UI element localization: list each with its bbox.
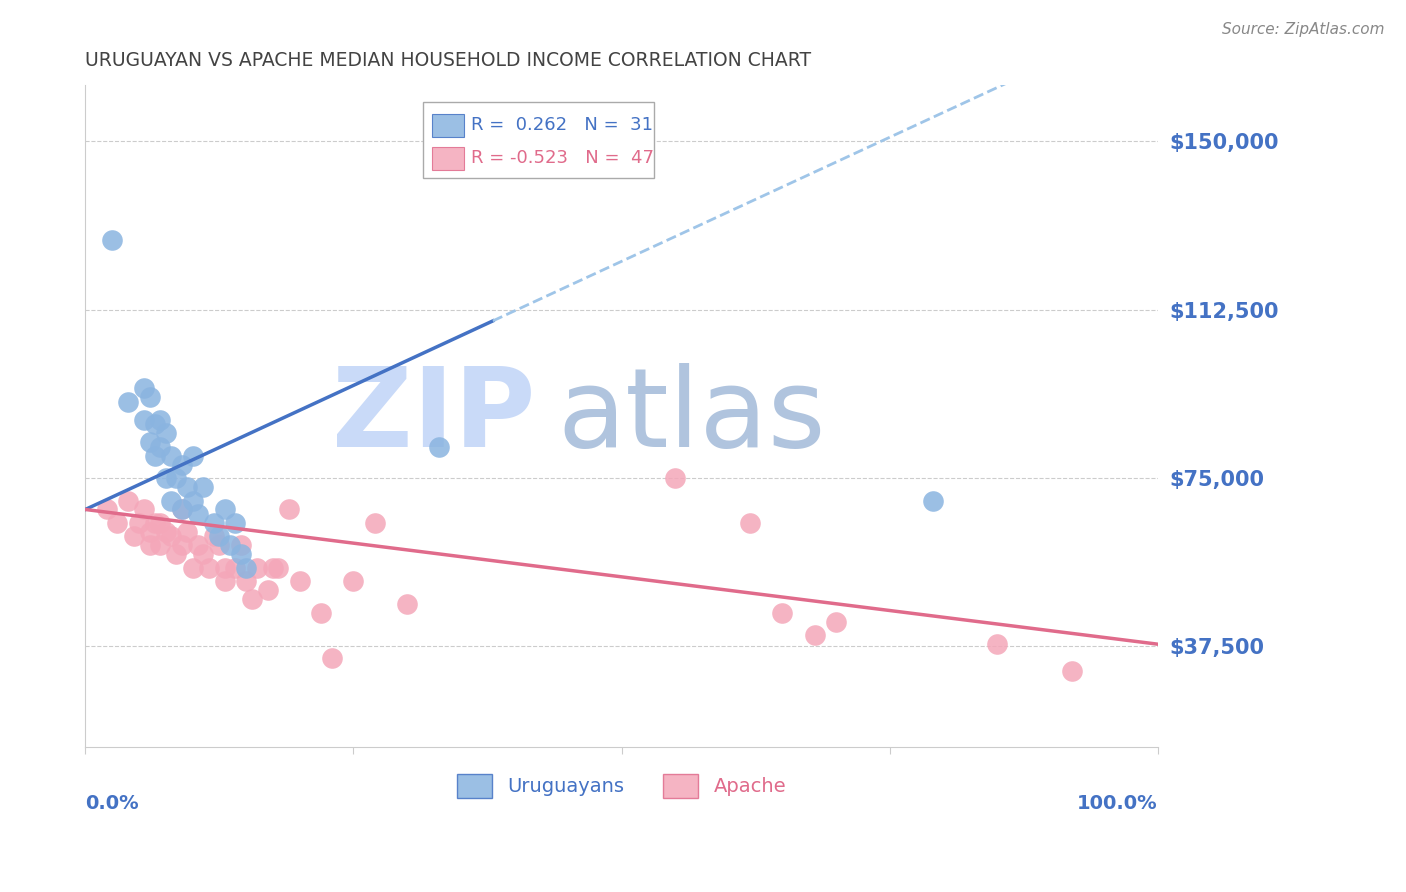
Point — [138, 390, 160, 404]
Point — [170, 502, 193, 516]
Point — [117, 493, 139, 508]
Point — [155, 524, 177, 539]
Text: R = -0.523   N =  47: R = -0.523 N = 47 — [471, 149, 654, 167]
Point — [267, 561, 290, 575]
Point — [166, 548, 188, 562]
Text: 0.0%: 0.0% — [86, 794, 139, 813]
Point — [138, 524, 160, 539]
Point — [170, 458, 193, 472]
Point — [143, 449, 166, 463]
Point — [160, 493, 183, 508]
Point — [229, 538, 252, 552]
Point — [202, 529, 225, 543]
Point — [235, 561, 257, 575]
Point — [149, 516, 172, 530]
Point — [155, 471, 177, 485]
Point — [96, 502, 118, 516]
Point — [134, 381, 156, 395]
Point — [149, 538, 172, 552]
FancyBboxPatch shape — [432, 146, 464, 169]
Text: 100.0%: 100.0% — [1077, 794, 1159, 813]
Point — [224, 561, 246, 575]
Point — [187, 538, 209, 552]
Text: ZIP: ZIP — [332, 363, 536, 470]
Point — [427, 440, 450, 454]
Text: Source: ZipAtlas.com: Source: ZipAtlas.com — [1222, 22, 1385, 37]
Point — [143, 417, 166, 432]
Point — [825, 615, 848, 629]
Point — [256, 583, 278, 598]
Point — [208, 538, 231, 552]
Point — [664, 471, 686, 485]
Point — [342, 574, 364, 589]
Point — [181, 561, 204, 575]
Text: URUGUAYAN VS APACHE MEDIAN HOUSEHOLD INCOME CORRELATION CHART: URUGUAYAN VS APACHE MEDIAN HOUSEHOLD INC… — [86, 51, 811, 70]
Point — [149, 440, 172, 454]
Point — [803, 628, 825, 642]
Point — [160, 529, 183, 543]
Point — [229, 548, 252, 562]
Point — [138, 538, 160, 552]
FancyBboxPatch shape — [432, 113, 464, 136]
Point — [128, 516, 150, 530]
Point — [246, 561, 269, 575]
Point — [214, 502, 236, 516]
Point — [772, 606, 794, 620]
Text: atlas: atlas — [557, 363, 825, 470]
Point — [170, 502, 193, 516]
Point — [122, 529, 145, 543]
FancyBboxPatch shape — [423, 102, 654, 178]
Point — [181, 493, 204, 508]
Point — [155, 426, 177, 441]
Point — [219, 538, 242, 552]
Point — [921, 493, 943, 508]
Text: R =  0.262   N =  31: R = 0.262 N = 31 — [471, 116, 654, 134]
Point — [181, 449, 204, 463]
Point — [1062, 664, 1084, 678]
Point — [149, 412, 172, 426]
Point — [197, 561, 219, 575]
Point — [134, 412, 156, 426]
Point — [288, 574, 311, 589]
Point — [224, 516, 246, 530]
Point — [214, 574, 236, 589]
Point — [396, 597, 419, 611]
Point — [364, 516, 387, 530]
Point — [176, 480, 198, 494]
Point — [107, 516, 129, 530]
Point — [101, 233, 124, 247]
Point — [193, 480, 215, 494]
Point — [278, 502, 301, 516]
Point — [143, 516, 166, 530]
Point — [740, 516, 762, 530]
Point — [166, 471, 188, 485]
Point — [134, 502, 156, 516]
Point — [193, 548, 215, 562]
Point — [170, 538, 193, 552]
Point — [138, 435, 160, 450]
Point — [240, 592, 263, 607]
Point — [202, 516, 225, 530]
Legend: Uruguayans, Apache: Uruguayans, Apache — [447, 764, 796, 807]
Point — [262, 561, 284, 575]
Point — [117, 394, 139, 409]
Point — [208, 529, 231, 543]
Point — [321, 650, 343, 665]
Point — [176, 524, 198, 539]
Point — [214, 561, 236, 575]
Point — [160, 449, 183, 463]
Point — [235, 574, 257, 589]
Point — [986, 637, 1008, 651]
Point — [311, 606, 333, 620]
Point — [187, 507, 209, 521]
